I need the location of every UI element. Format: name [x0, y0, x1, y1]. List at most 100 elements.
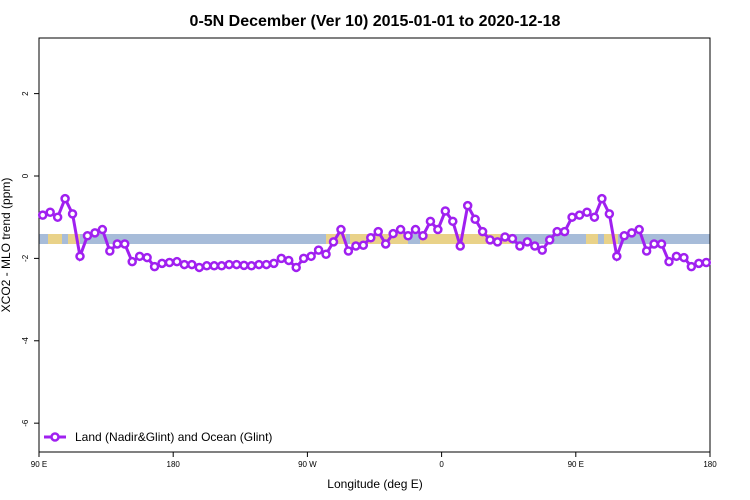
point [358, 240, 369, 250]
point [313, 245, 324, 255]
x-tick-label: 180 [703, 460, 717, 469]
point [485, 235, 495, 245]
x-tick-label: 90 E [31, 460, 47, 469]
point [567, 212, 577, 222]
point [440, 206, 451, 216]
legend-marker [50, 432, 60, 442]
point [664, 256, 674, 267]
point [142, 252, 152, 263]
point [589, 212, 600, 222]
point [500, 232, 510, 242]
point [224, 259, 234, 270]
point [164, 257, 175, 268]
point [425, 216, 436, 227]
point [351, 241, 361, 251]
point [328, 237, 339, 247]
plot-frame [38, 37, 711, 453]
point [90, 228, 100, 238]
point [559, 226, 570, 237]
point [366, 233, 376, 243]
point [410, 224, 421, 235]
point [157, 258, 167, 269]
point [298, 253, 309, 264]
point [67, 209, 78, 219]
point [537, 245, 547, 255]
point [149, 261, 160, 272]
x-tick-label: 90 W [298, 460, 317, 469]
point [470, 214, 480, 225]
point [671, 251, 682, 262]
point [619, 230, 630, 241]
point [455, 241, 465, 251]
point [336, 224, 346, 235]
x-axis-label: Longitude (deg E) [327, 477, 422, 491]
point [544, 235, 555, 245]
x-tick-label: 90 E [568, 460, 584, 469]
point [60, 193, 70, 204]
point [179, 259, 190, 270]
band-highlight [420, 234, 512, 244]
point [418, 230, 428, 241]
point [582, 207, 592, 218]
point [276, 253, 287, 264]
point [231, 259, 242, 270]
band-highlight [350, 234, 408, 244]
point [433, 224, 443, 235]
y-tick-label: -2 [21, 254, 30, 262]
point [612, 251, 622, 262]
point [254, 259, 264, 270]
point [530, 241, 540, 251]
point [574, 210, 585, 220]
point [395, 224, 406, 235]
point [477, 226, 488, 237]
y-tick-label: 0 [21, 173, 30, 178]
point [119, 239, 130, 249]
point [97, 224, 108, 235]
point [75, 251, 85, 262]
y-tick-label: -4 [21, 337, 30, 345]
point [202, 261, 212, 271]
point [216, 261, 227, 271]
point [373, 226, 383, 237]
point [284, 255, 294, 266]
band-highlight [48, 234, 62, 244]
point [82, 230, 93, 241]
point [694, 258, 704, 269]
point [380, 239, 391, 249]
point [403, 230, 413, 241]
point [649, 239, 659, 249]
y-tick-label: 2 [21, 91, 30, 96]
point [597, 193, 607, 204]
y-axis-label: XCO2 - MLO trend (ppm) [0, 178, 13, 313]
point [291, 262, 301, 273]
legend-label: Land (Nadir&Glint) and Ocean (Glint) [75, 430, 272, 444]
band-highlight [604, 234, 618, 244]
point [462, 200, 473, 211]
point [52, 212, 63, 222]
point [626, 228, 637, 238]
x-tick-label: 180 [167, 460, 181, 469]
point [134, 251, 145, 262]
point [641, 246, 652, 256]
point [679, 252, 689, 263]
point [686, 261, 697, 272]
band-highlight [68, 234, 80, 244]
point [112, 239, 123, 249]
point [321, 249, 331, 260]
point [701, 257, 712, 268]
band-highlight [586, 234, 598, 244]
point [306, 251, 316, 262]
point [515, 241, 525, 251]
point [507, 233, 518, 244]
point [343, 246, 354, 256]
x-tick-label: 0 [439, 460, 444, 469]
point [552, 226, 562, 237]
point [105, 246, 115, 256]
point [388, 228, 398, 239]
point [172, 256, 182, 267]
point [261, 259, 272, 270]
point [634, 224, 644, 235]
point [194, 262, 205, 273]
